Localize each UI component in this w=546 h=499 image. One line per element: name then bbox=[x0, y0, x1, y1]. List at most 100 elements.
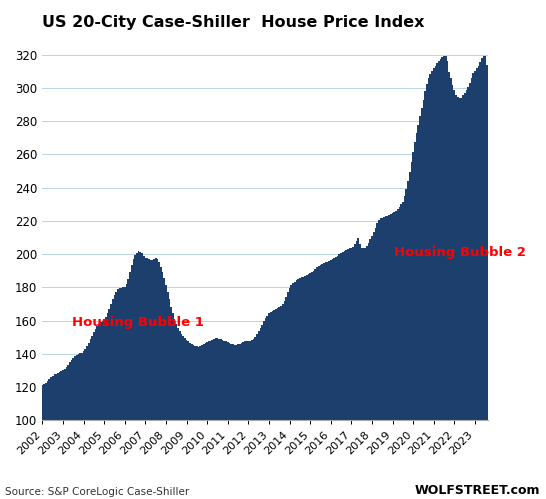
Bar bbox=[138, 251, 139, 420]
Bar bbox=[354, 244, 355, 420]
Bar bbox=[163, 278, 165, 420]
Bar bbox=[117, 289, 119, 420]
Bar bbox=[205, 343, 206, 420]
Bar bbox=[433, 68, 435, 420]
Bar bbox=[428, 78, 430, 420]
Bar bbox=[390, 214, 391, 420]
Bar bbox=[337, 256, 339, 420]
Bar bbox=[139, 251, 141, 420]
Bar bbox=[366, 246, 367, 420]
Bar bbox=[327, 261, 328, 420]
Bar bbox=[316, 267, 318, 420]
Bar bbox=[385, 216, 387, 420]
Text: US 20-City Case-Shiller  House Price Index: US 20-City Case-Shiller House Price Inde… bbox=[41, 15, 424, 30]
Bar bbox=[134, 255, 136, 420]
Bar bbox=[459, 98, 460, 420]
Bar bbox=[179, 331, 181, 420]
Bar bbox=[172, 313, 174, 420]
Bar bbox=[162, 272, 163, 420]
Bar bbox=[310, 273, 311, 420]
Bar bbox=[109, 309, 110, 420]
Bar bbox=[129, 272, 131, 420]
Bar bbox=[280, 306, 282, 420]
Bar bbox=[90, 339, 91, 420]
Bar bbox=[383, 217, 385, 420]
Bar bbox=[249, 341, 251, 420]
Bar bbox=[121, 288, 122, 420]
Bar bbox=[328, 261, 330, 420]
Bar bbox=[358, 238, 359, 420]
Bar bbox=[331, 259, 334, 420]
Bar bbox=[95, 329, 97, 420]
Bar bbox=[222, 340, 223, 420]
Bar bbox=[258, 331, 259, 420]
Bar bbox=[442, 57, 443, 420]
Text: WOLFSTREET.com: WOLFSTREET.com bbox=[415, 484, 541, 497]
Bar bbox=[379, 219, 382, 420]
Bar bbox=[45, 383, 47, 420]
Bar bbox=[361, 248, 363, 420]
Bar bbox=[287, 291, 289, 420]
Bar bbox=[347, 249, 349, 420]
Bar bbox=[211, 340, 213, 420]
Bar bbox=[282, 304, 283, 420]
Bar bbox=[186, 340, 187, 420]
Bar bbox=[237, 344, 239, 420]
Bar bbox=[400, 204, 402, 420]
Bar bbox=[191, 344, 193, 420]
Bar bbox=[440, 59, 442, 420]
Bar bbox=[474, 70, 476, 420]
Bar bbox=[229, 343, 230, 420]
Bar bbox=[275, 309, 277, 420]
Bar bbox=[318, 266, 319, 420]
Bar bbox=[412, 152, 414, 420]
Bar bbox=[306, 275, 307, 420]
Bar bbox=[59, 372, 61, 420]
Bar bbox=[83, 351, 85, 420]
Bar bbox=[251, 340, 253, 420]
Bar bbox=[115, 291, 117, 420]
Bar bbox=[203, 344, 205, 420]
Bar bbox=[263, 321, 265, 420]
Bar bbox=[403, 196, 406, 420]
Bar bbox=[126, 284, 127, 420]
Bar bbox=[277, 308, 278, 420]
Bar bbox=[131, 265, 133, 420]
Bar bbox=[136, 252, 138, 420]
Bar bbox=[467, 87, 469, 420]
Bar bbox=[50, 377, 52, 420]
Bar bbox=[182, 336, 184, 420]
Bar bbox=[445, 56, 447, 420]
Bar bbox=[334, 258, 335, 420]
Bar bbox=[242, 342, 244, 420]
Bar bbox=[148, 259, 150, 420]
Bar bbox=[450, 78, 452, 420]
Bar bbox=[146, 258, 148, 420]
Bar bbox=[81, 353, 83, 420]
Bar bbox=[307, 274, 310, 420]
Bar bbox=[443, 55, 445, 420]
Bar bbox=[462, 95, 464, 420]
Bar bbox=[201, 345, 203, 420]
Bar bbox=[394, 212, 395, 420]
Bar bbox=[235, 345, 237, 420]
Bar bbox=[290, 285, 292, 420]
Bar bbox=[370, 239, 371, 420]
Bar bbox=[158, 261, 160, 420]
Bar bbox=[311, 272, 313, 420]
Bar bbox=[283, 301, 285, 420]
Bar bbox=[378, 220, 379, 420]
Bar bbox=[239, 344, 241, 420]
Bar bbox=[285, 296, 287, 420]
Bar bbox=[93, 332, 95, 420]
Bar bbox=[402, 202, 403, 420]
Bar bbox=[62, 370, 64, 420]
Bar bbox=[177, 328, 179, 420]
Bar bbox=[169, 299, 170, 420]
Bar bbox=[466, 90, 467, 420]
Bar bbox=[323, 263, 325, 420]
Bar bbox=[167, 291, 169, 420]
Bar bbox=[479, 62, 481, 420]
Bar bbox=[105, 316, 107, 420]
Bar bbox=[66, 367, 67, 420]
